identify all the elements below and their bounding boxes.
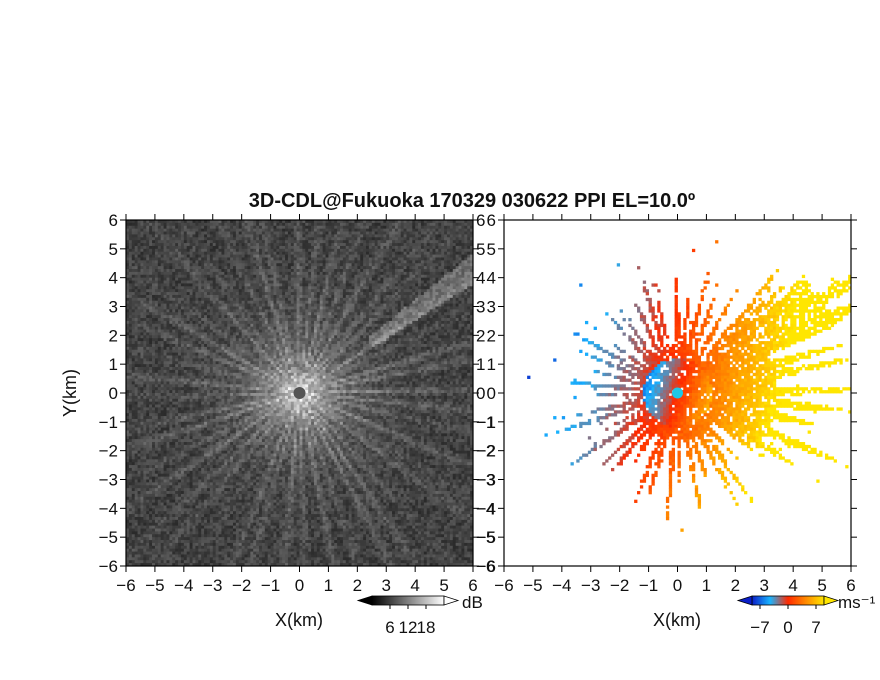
colorbar-tick-label: 18 — [417, 618, 436, 637]
colorbar-tick-label: 12 — [399, 618, 418, 637]
y-tick-label-right: −3 — [476, 471, 495, 490]
y-tick-label: 2 — [109, 326, 118, 345]
y-tick-label-right: −5 — [476, 528, 495, 547]
snr-ticks: −6 −5 −4 −3 −2 −1 0 1 2 3 4 5 66 65 54 43 32 21 10 0−1 −1−2−… — [99, 211, 496, 595]
x-tick-label: −4 — [174, 576, 193, 595]
y-tick-label: 4 — [487, 269, 496, 288]
x-tick-label: −3 — [581, 576, 600, 595]
y-tick-label: 0 — [487, 384, 496, 403]
x-tick-label: −5 — [145, 576, 164, 595]
y-tick-label: 5 — [487, 240, 496, 259]
y-tick-label: 2 — [487, 326, 496, 345]
y-tick-label: −3 — [99, 471, 118, 490]
y-tick-label-right: 5 — [476, 240, 485, 259]
velocity-colorbar: −7 0 7 ms⁻¹ — [736, 593, 876, 637]
y-tick-label: 6 — [109, 211, 118, 230]
y-tick-label: 0 — [109, 384, 118, 403]
y-tick-label: −4 — [99, 499, 118, 518]
y-tick-label: −6 — [477, 557, 496, 576]
snr-field — [126, 220, 473, 566]
y-tick-label-right: 0 — [476, 384, 485, 403]
x-tick-label: 6 — [468, 576, 477, 595]
y-tick-label-right: 6 — [476, 211, 485, 230]
snr-xlabel: X(km) — [275, 610, 323, 630]
y-tick-label: 5 — [109, 240, 118, 259]
y-tick-label: 1 — [109, 355, 118, 374]
colorbar-tick-label: 6 — [385, 618, 394, 637]
y-tick-label-right: 1 — [476, 355, 485, 374]
x-tick-label: 3 — [382, 576, 391, 595]
y-tick-label-right: 3 — [476, 298, 485, 317]
y-tick-label: −1 — [477, 413, 496, 432]
y-tick-label: −5 — [477, 528, 496, 547]
x-tick-label: −3 — [203, 576, 222, 595]
y-tick-label-right: −4 — [476, 499, 495, 518]
chart-title: 3D-CDL@Fukuoka 170329 030622 PPI EL=10.0… — [249, 190, 695, 212]
colorbar-unit: ms⁻¹ — [838, 593, 876, 612]
radar-center-marker — [293, 387, 306, 399]
x-tick-label: 2 — [353, 576, 362, 595]
x-tick-label: −1 — [639, 576, 658, 595]
colorbar-unit: dB — [462, 593, 483, 612]
x-tick-label: 1 — [702, 576, 711, 595]
x-tick-label: 2 — [731, 576, 740, 595]
colorbar-high-arrow — [443, 595, 460, 606]
x-tick-label: 3 — [760, 576, 769, 595]
x-tick-label: 1 — [324, 576, 333, 595]
x-tick-label: 0 — [295, 576, 304, 595]
velocity-xlabel: X(km) — [653, 610, 701, 630]
x-tick-label: 5 — [439, 576, 448, 595]
y-tick-label-right: −2 — [476, 442, 495, 461]
x-tick-label: −6 — [494, 576, 513, 595]
x-tick-label: 6 — [846, 576, 855, 595]
colorbar-ramp — [751, 595, 825, 606]
y-tick-label: −5 — [99, 528, 118, 547]
colorbar-high-arrow — [823, 595, 840, 606]
snr-ylabel: Y(km) — [60, 369, 80, 417]
x-tick-label: −5 — [523, 576, 542, 595]
colorbar-tick-label: 7 — [811, 618, 820, 637]
y-tick-label: 6 — [487, 211, 496, 230]
velocity-field — [527, 240, 851, 532]
x-tick-label: −2 — [610, 576, 629, 595]
x-tick-label: −6 — [116, 576, 135, 595]
y-tick-label-right: 2 — [476, 326, 485, 345]
y-tick-label: −2 — [99, 442, 118, 461]
y-tick-label: 4 — [109, 269, 118, 288]
colorbar-tick-label: 0 — [783, 618, 792, 637]
y-tick-label: −2 — [477, 442, 496, 461]
y-tick-label: −3 — [477, 471, 496, 490]
colorbar-tick-label: −7 — [750, 618, 769, 637]
x-tick-label: 4 — [788, 576, 797, 595]
y-tick-label: 3 — [487, 298, 496, 317]
y-tick-label-right: 4 — [476, 269, 485, 288]
x-tick-label: −2 — [232, 576, 251, 595]
colorbar-ramp — [371, 595, 445, 606]
snr-panel: −6 −5 −4 −3 −2 −1 0 1 2 3 4 5 66 65 54 43 32 21 10 0−1 −1−2−… — [60, 211, 495, 637]
y-tick-label-right: −1 — [476, 413, 495, 432]
x-tick-label: −1 — [261, 576, 280, 595]
x-tick-label: −4 — [552, 576, 571, 595]
snr-colorbar: 6 12 18 dB — [356, 593, 483, 637]
y-tick-label-right: −6 — [476, 557, 495, 576]
x-tick-label: 4 — [410, 576, 419, 595]
y-tick-label: 1 — [487, 355, 496, 374]
radar-center-marker — [672, 387, 683, 399]
x-tick-label: 5 — [817, 576, 826, 595]
x-tick-label: 0 — [673, 576, 682, 595]
y-tick-label: −6 — [99, 557, 118, 576]
colorbar-low-arrow — [736, 595, 753, 606]
y-tick-label: 3 — [109, 298, 118, 317]
y-tick-label: −4 — [477, 499, 496, 518]
y-tick-label: −1 — [99, 413, 118, 432]
colorbar-low-arrow — [356, 595, 373, 606]
